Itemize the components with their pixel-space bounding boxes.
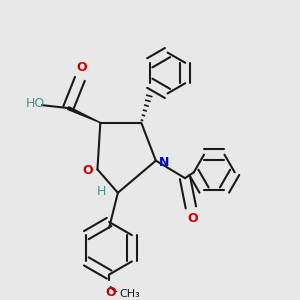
Text: HO: HO — [26, 97, 45, 110]
Text: O: O — [105, 286, 116, 299]
Polygon shape — [68, 107, 100, 123]
Text: O: O — [76, 61, 87, 74]
Text: O: O — [82, 164, 93, 177]
Text: H: H — [97, 185, 106, 198]
Text: N: N — [159, 156, 170, 169]
Text: CH₃: CH₃ — [119, 289, 140, 298]
Text: O: O — [187, 212, 198, 225]
